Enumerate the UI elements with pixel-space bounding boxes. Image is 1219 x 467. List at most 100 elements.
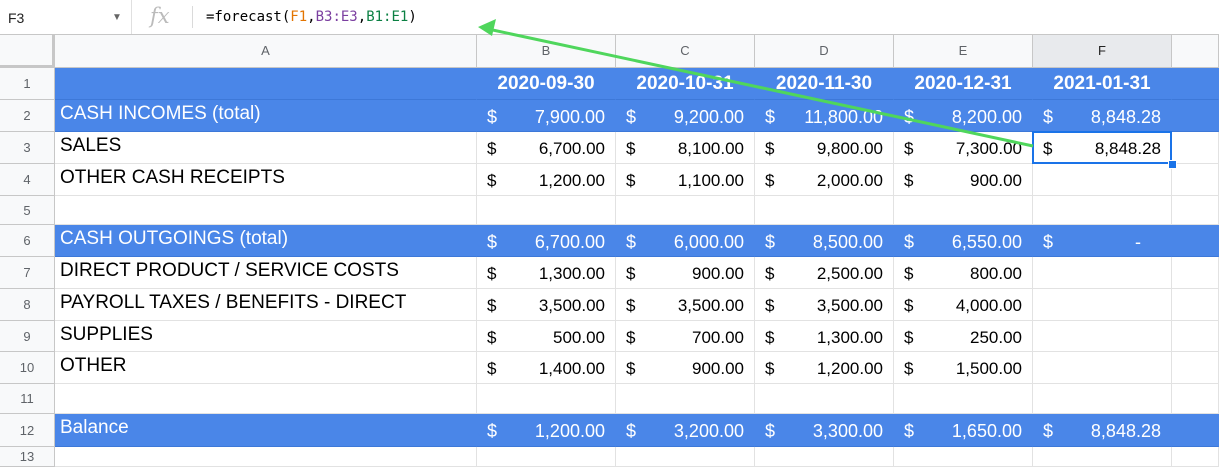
cell-d2[interactable]: $11,800.00	[755, 100, 894, 132]
cell-e2[interactable]: $8,200.00	[894, 100, 1033, 132]
row-header-3[interactable]: 3	[0, 132, 55, 164]
cell-b6[interactable]: $6,700.00	[477, 225, 616, 257]
row-header-9[interactable]: 9	[0, 321, 55, 352]
cell-a6[interactable]: CASH OUTGOINGS (total)	[55, 225, 477, 257]
cell-f7[interactable]	[1033, 257, 1172, 289]
column-header-d[interactable]: D	[755, 35, 894, 68]
cell-b9[interactable]: $500.00	[477, 321, 616, 352]
cell-g10[interactable]	[1172, 352, 1219, 384]
column-header-f[interactable]: F	[1033, 35, 1172, 68]
row-header-4[interactable]: 4	[0, 164, 55, 196]
cell-c13[interactable]	[616, 447, 755, 467]
cell-d13[interactable]	[755, 447, 894, 467]
cell-f1[interactable]: 2021-01-31	[1033, 68, 1172, 100]
cell-e1[interactable]: 2020-12-31	[894, 68, 1033, 100]
cell-g7[interactable]	[1172, 257, 1219, 289]
cell-a13[interactable]	[55, 447, 477, 467]
cell-a12[interactable]: Balance	[55, 414, 477, 447]
cell-f3[interactable]: $8,848.28	[1033, 132, 1172, 164]
cell-b3[interactable]: $6,700.00	[477, 132, 616, 164]
row-header-6[interactable]: 6	[0, 225, 55, 257]
cell-e3[interactable]: $7,300.00	[894, 132, 1033, 164]
row-header-5[interactable]: 5	[0, 196, 55, 225]
cell-f8[interactable]	[1033, 289, 1172, 321]
cell-d3[interactable]: $9,800.00	[755, 132, 894, 164]
cell-b10[interactable]: $1,400.00	[477, 352, 616, 384]
cell-b4[interactable]: $1,200.00	[477, 164, 616, 196]
column-header-e[interactable]: E	[894, 35, 1033, 68]
cell-c9[interactable]: $700.00	[616, 321, 755, 352]
cell-d9[interactable]: $1,300.00	[755, 321, 894, 352]
cell-g13[interactable]	[1172, 447, 1219, 467]
cell-f2[interactable]: $8,848.28	[1033, 100, 1172, 132]
cell-a3[interactable]: SALES	[55, 132, 477, 164]
cell-a1[interactable]	[55, 68, 477, 100]
fill-handle[interactable]	[1168, 160, 1177, 169]
cell-c1[interactable]: 2020-10-31	[616, 68, 755, 100]
row-header-8[interactable]: 8	[0, 289, 55, 321]
cell-d5[interactable]	[755, 196, 894, 225]
cell-d11[interactable]	[755, 384, 894, 414]
cell-c3[interactable]: $8,100.00	[616, 132, 755, 164]
cell-g6[interactable]	[1172, 225, 1219, 257]
cell-d1[interactable]: 2020-11-30	[755, 68, 894, 100]
cell-f5[interactable]	[1033, 196, 1172, 225]
cell-d4[interactable]: $2,000.00	[755, 164, 894, 196]
dropdown-arrow-icon[interactable]: ▼	[112, 12, 122, 23]
cell-f12[interactable]: $8,848.28	[1033, 414, 1172, 447]
cell-e6[interactable]: $6,550.00	[894, 225, 1033, 257]
row-header-12[interactable]: 12	[0, 414, 55, 447]
cell-e11[interactable]	[894, 384, 1033, 414]
select-all-corner[interactable]	[0, 35, 55, 68]
cell-e10[interactable]: $1,500.00	[894, 352, 1033, 384]
row-header-10[interactable]: 10	[0, 352, 55, 384]
cell-c2[interactable]: $9,200.00	[616, 100, 755, 132]
cell-d6[interactable]: $8,500.00	[755, 225, 894, 257]
column-header-b[interactable]: B	[477, 35, 616, 68]
formula-input[interactable]: =forecast(F1,B3:E3,B1:E1)	[206, 9, 417, 25]
cell-a11[interactable]	[55, 384, 477, 414]
cell-f6[interactable]: $ -	[1033, 225, 1172, 257]
column-header-a[interactable]: A	[55, 35, 477, 68]
cell-f4[interactable]	[1033, 164, 1172, 196]
cell-e13[interactable]	[894, 447, 1033, 467]
cell-d12[interactable]: $3,300.00	[755, 414, 894, 447]
cell-b2[interactable]: $7,900.00	[477, 100, 616, 132]
cell-b7[interactable]: $1,300.00	[477, 257, 616, 289]
cell-c11[interactable]	[616, 384, 755, 414]
cell-g12[interactable]	[1172, 414, 1219, 447]
cell-g8[interactable]	[1172, 289, 1219, 321]
cell-f13[interactable]	[1033, 447, 1172, 467]
row-header-1[interactable]: 1	[0, 68, 55, 100]
cell-e12[interactable]: $1,650.00	[894, 414, 1033, 447]
cell-e7[interactable]: $800.00	[894, 257, 1033, 289]
cell-c8[interactable]: $3,500.00	[616, 289, 755, 321]
cell-g1[interactable]	[1172, 68, 1219, 100]
cell-d10[interactable]: $1,200.00	[755, 352, 894, 384]
cell-b1[interactable]: 2020-09-30	[477, 68, 616, 100]
cell-c6[interactable]: $6,000.00	[616, 225, 755, 257]
cell-b12[interactable]: $1,200.00	[477, 414, 616, 447]
cell-c4[interactable]: $1,100.00	[616, 164, 755, 196]
cell-c7[interactable]: $900.00	[616, 257, 755, 289]
cell-f10[interactable]	[1033, 352, 1172, 384]
cell-f11[interactable]	[1033, 384, 1172, 414]
cell-a8[interactable]: PAYROLL TAXES / BENEFITS - DIRECT	[55, 289, 477, 321]
cell-d8[interactable]: $3,500.00	[755, 289, 894, 321]
column-header-c[interactable]: C	[616, 35, 755, 68]
row-header-7[interactable]: 7	[0, 257, 55, 289]
cell-a2[interactable]: CASH INCOMES (total)	[55, 100, 477, 132]
row-header-11[interactable]: 11	[0, 384, 55, 414]
cell-e5[interactable]	[894, 196, 1033, 225]
cell-a4[interactable]: OTHER CASH RECEIPTS	[55, 164, 477, 196]
column-header-g[interactable]	[1172, 35, 1219, 68]
cell-a5[interactable]	[55, 196, 477, 225]
row-header-13[interactable]: 13	[0, 447, 55, 467]
cell-b11[interactable]	[477, 384, 616, 414]
row-header-2[interactable]: 2	[0, 100, 55, 132]
cell-g5[interactable]	[1172, 196, 1219, 225]
cell-b13[interactable]	[477, 447, 616, 467]
cell-g2[interactable]	[1172, 100, 1219, 132]
cell-g9[interactable]	[1172, 321, 1219, 352]
cell-e9[interactable]: $250.00	[894, 321, 1033, 352]
